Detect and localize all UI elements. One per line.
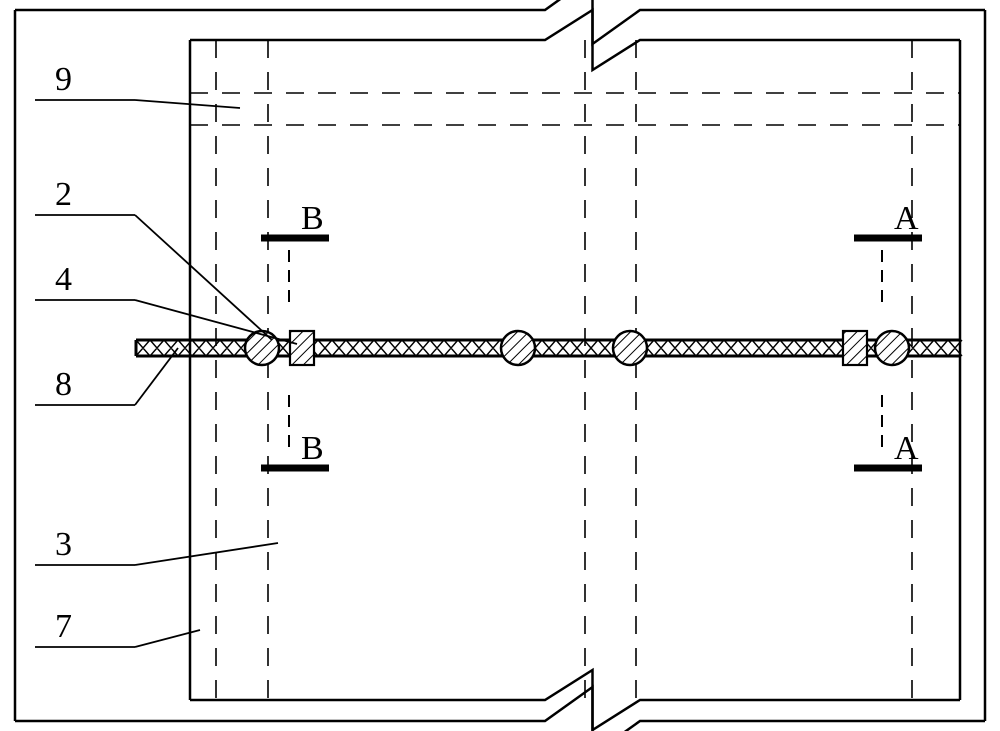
leader-8-label: 8 — [55, 366, 72, 403]
node-circle-3 — [875, 331, 909, 365]
leader-9-line — [135, 100, 240, 108]
section-B-top-label: B — [301, 200, 324, 237]
frame-top — [15, 0, 985, 44]
leader-7-label: 7 — [55, 608, 72, 645]
node-circle-1 — [501, 331, 535, 365]
leader-2-label: 2 — [55, 176, 72, 213]
tab-0 — [290, 331, 314, 365]
section-B-bottom-label: B — [301, 430, 324, 467]
leader-4-label: 4 — [55, 261, 72, 298]
node-circle-0 — [245, 331, 279, 365]
node-circle-2 — [613, 331, 647, 365]
frame-bottom — [15, 687, 985, 731]
leader-3-line — [135, 543, 278, 565]
section-A-top-label: A — [894, 200, 919, 237]
leader-2-line — [135, 215, 272, 340]
leader-9-label: 9 — [55, 61, 72, 98]
section-A-bottom-label: A — [894, 430, 919, 467]
tab-1 — [843, 331, 867, 365]
draw-top — [190, 10, 960, 70]
leader-3-label: 3 — [55, 526, 72, 563]
